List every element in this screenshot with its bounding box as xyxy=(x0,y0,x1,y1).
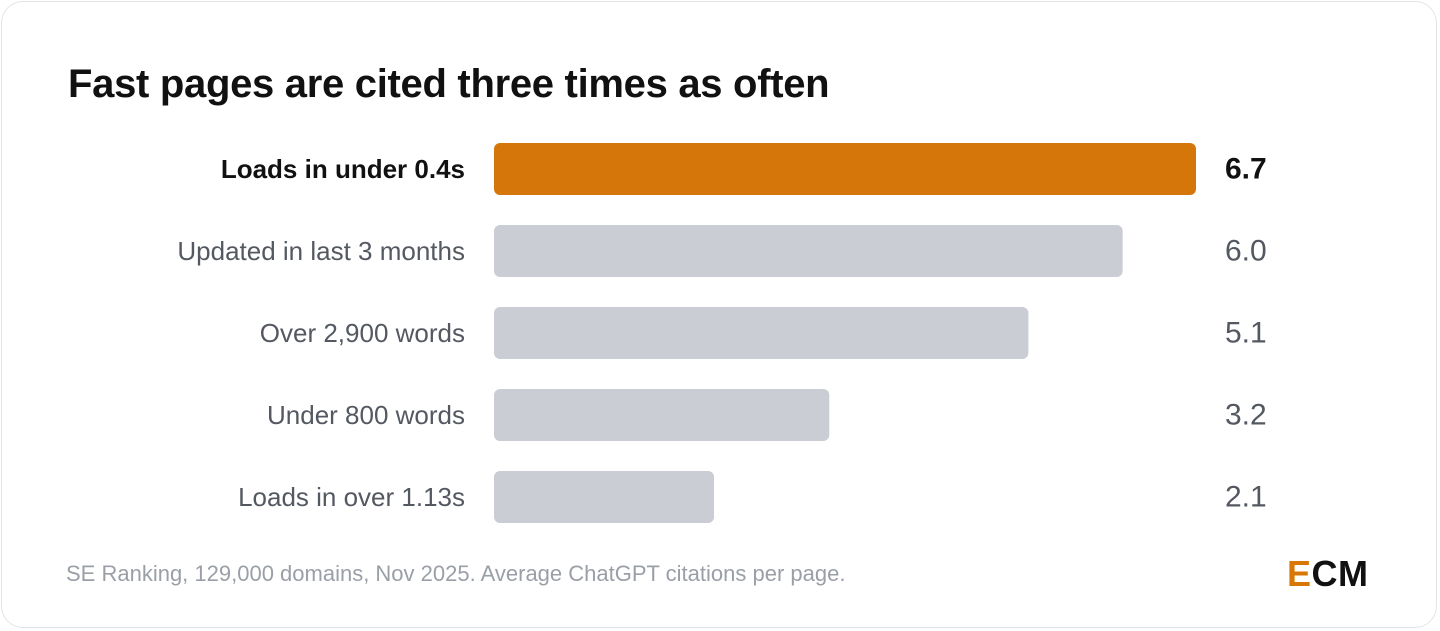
bar xyxy=(494,225,1123,277)
value-label: 3.2 xyxy=(1225,399,1267,432)
category-label: Loads in under 0.4s xyxy=(221,154,465,184)
bar xyxy=(494,471,715,523)
source-footnote: SE Ranking, 129,000 domains, Nov 2025. A… xyxy=(66,561,846,586)
ecm-logo: ECM xyxy=(1287,553,1369,595)
logo-letter-e: E xyxy=(1287,553,1312,594)
value-label: 2.1 xyxy=(1225,481,1267,514)
bar xyxy=(494,143,1196,195)
category-label: Updated in last 3 months xyxy=(177,236,465,266)
bar xyxy=(494,307,1029,359)
logo-letters-cm: CM xyxy=(1311,553,1369,594)
category-label: Loads in over 1.13s xyxy=(238,482,465,512)
chart-title: Fast pages are cited three times as ofte… xyxy=(68,62,830,106)
value-label: 6.0 xyxy=(1225,235,1267,268)
value-label: 5.1 xyxy=(1225,317,1267,350)
category-label: Over 2,900 words xyxy=(260,318,465,348)
value-label: 6.7 xyxy=(1225,153,1267,186)
bar xyxy=(494,389,830,441)
category-label: Under 800 words xyxy=(267,400,465,430)
